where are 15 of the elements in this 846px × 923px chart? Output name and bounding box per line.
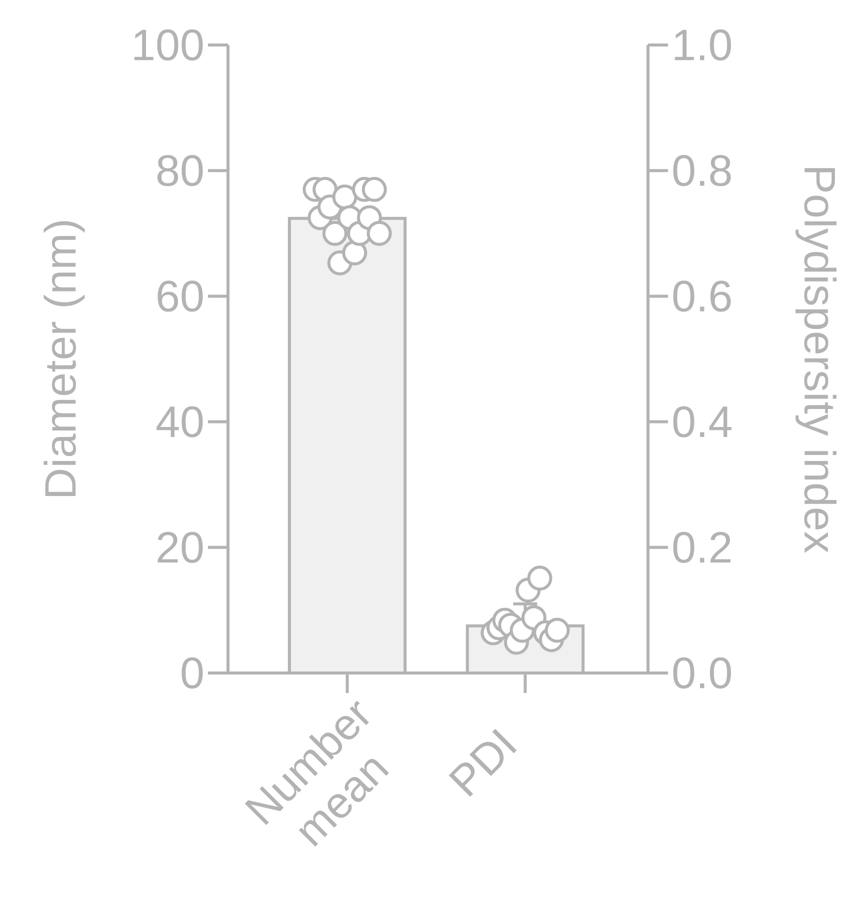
y2-axis-title: Polydispersity index	[796, 168, 837, 553]
y2-tick-label: 0.8	[673, 155, 731, 186]
y2-tick-label: 0.4	[673, 406, 732, 438]
y-tick-label: 20	[158, 532, 203, 563]
y-tick-label: 40	[156, 406, 203, 438]
y2-tick-label: 0.0	[673, 657, 731, 689]
y2-tick-label: 1.0	[674, 29, 731, 61]
x-tick-label: PDI	[448, 728, 517, 797]
y-tick-label: 80	[157, 155, 203, 186]
y2-tick-label: 0.6	[673, 280, 731, 312]
y-axis-title: Diameter (nm)	[44, 221, 85, 496]
y2-tick-label: 0.2	[673, 532, 730, 563]
y-tick-label: 60	[158, 280, 203, 312]
y-tick-label: 100	[134, 29, 203, 61]
y-tick-label: 0	[182, 657, 203, 689]
